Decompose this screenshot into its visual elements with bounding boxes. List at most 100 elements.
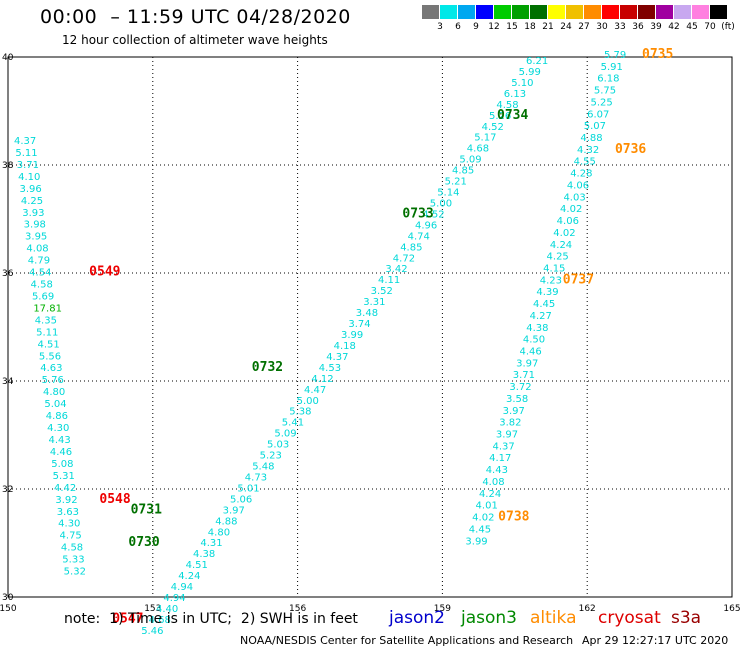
pass-time-label: 0732 xyxy=(252,360,283,375)
wave-height-value: 4.86 xyxy=(46,411,68,422)
color-scale-label: 33 xyxy=(614,22,626,32)
color-swatch xyxy=(494,5,511,19)
color-swatch xyxy=(548,5,565,19)
color-scale-label: 42 xyxy=(668,22,680,32)
wave-height-value: 5.31 xyxy=(53,471,75,482)
color-swatch xyxy=(422,5,439,19)
legend-jason2: jason2 xyxy=(389,608,445,628)
wave-height-value: 5.09 xyxy=(459,155,481,166)
track-altika: 5.795.916.185.755.256.075.074.884.324.55… xyxy=(465,50,626,547)
color-scale-label: (ft) xyxy=(721,22,735,32)
wave-height-value: 5.99 xyxy=(519,67,541,78)
wave-height-value: 4.58 xyxy=(496,100,518,111)
wave-height-value: 3.74 xyxy=(348,319,370,330)
wave-height-value: 3.52 xyxy=(371,286,393,297)
wave-height-value: 4.52 xyxy=(422,209,444,220)
wave-height-value: 3.58 xyxy=(506,394,528,405)
wave-height-value: 4.80 xyxy=(208,527,230,538)
color-swatch xyxy=(476,5,493,19)
wave-height-value: 3.63 xyxy=(57,507,79,518)
wave-height-value: 4.85 xyxy=(400,242,422,253)
x-tick-label: 156 xyxy=(289,604,306,614)
pass-time-label: 0737 xyxy=(563,272,594,287)
page-subtitle: 12 hour collection of altimeter wave hei… xyxy=(62,33,328,47)
wave-height-value: 5.06 xyxy=(230,494,252,505)
pass-time-label: 0735 xyxy=(642,47,673,62)
wave-height-value: 4.32 xyxy=(577,145,599,156)
wave-height-value: 4.18 xyxy=(334,341,356,352)
wave-height-value: 4.51 xyxy=(186,560,208,571)
footer-timestamp: Apr 29 12:27:17 UTC 2020 xyxy=(582,634,729,647)
wave-height-value: 4.43 xyxy=(486,465,508,476)
wave-height-value: 4.46 xyxy=(50,447,72,458)
color-scale-label: 15 xyxy=(506,22,518,32)
wave-height-value: 4.58 xyxy=(61,543,83,554)
wave-height-value: 5.01 xyxy=(237,483,259,494)
wave-height-value: 5.00 xyxy=(430,198,452,209)
x-tick-label: 162 xyxy=(579,604,596,614)
color-swatch xyxy=(440,5,457,19)
wave-height-value: 4.43 xyxy=(49,435,71,446)
wave-height-value: 4.12 xyxy=(311,374,333,385)
pass-time-label: 0730 xyxy=(128,535,159,550)
wave-height-value: 5.25 xyxy=(590,97,612,108)
wave-height-value: 4.47 xyxy=(304,385,326,396)
pass-time-labels: 0549 0548 0547 0734 0733 0732 0731 0730 0735 0736… xyxy=(89,47,673,626)
color-scale-label: 27 xyxy=(578,22,590,32)
color-scale-label: 30 xyxy=(596,22,608,32)
pass-time-label: 0736 xyxy=(615,142,646,157)
wave-height-value: 5.46 xyxy=(141,626,163,637)
color-scale-label: 45 xyxy=(686,22,698,32)
wave-height-value: 3.97 xyxy=(496,430,518,441)
x-tick-label: 165 xyxy=(723,604,740,614)
legend-note: note: 1) Time is in UTC; 2) SWH is in fe… xyxy=(64,611,358,627)
wave-height-value: 4.10 xyxy=(18,172,40,183)
color-swatch xyxy=(692,5,709,19)
color-scale-label: 6 xyxy=(455,22,461,32)
color-swatch xyxy=(638,5,655,19)
wave-height-value: 4.24 xyxy=(178,571,200,582)
wave-height-value: 5.79 xyxy=(604,50,626,61)
wave-height-value: 4.28 xyxy=(570,169,592,180)
wave-height-value: 4.58 xyxy=(31,280,53,291)
color-swatch xyxy=(656,5,673,19)
wave-height-value: 5.08 xyxy=(51,459,73,470)
wave-height-value: 4.37 xyxy=(326,352,348,363)
color-scale-label: 24 xyxy=(560,22,572,32)
wave-height-value: 4.80 xyxy=(43,387,65,398)
wave-height-value: 4.55 xyxy=(574,157,596,168)
wave-height-value: 3.72 xyxy=(509,382,531,393)
wave-height-value: 6.18 xyxy=(597,74,619,85)
color-scale-label: 70 xyxy=(704,22,716,32)
wave-height-value: 5.11 xyxy=(15,148,37,159)
axis-ticks: 150 153 156 159 162 165 40 38 36 34 32 30 xyxy=(0,53,740,614)
wave-height-value: 3.99 xyxy=(341,330,363,341)
wave-height-value: 5.48 xyxy=(252,462,274,473)
y-tick-label: 34 xyxy=(2,377,14,387)
wave-height-value: 5.09 xyxy=(274,429,296,440)
wave-height-value: 4.73 xyxy=(245,472,267,483)
color-scale-label: 3 xyxy=(437,22,443,32)
wave-height-value: 4.02 xyxy=(560,204,582,215)
wave-height-value: 5.38 xyxy=(289,407,311,418)
wave-height-value: 4.37 xyxy=(492,441,514,452)
wave-height-value: 4.02 xyxy=(472,513,494,524)
color-scale-label: 12 xyxy=(488,22,500,32)
wave-height-value: 4.25 xyxy=(21,196,43,207)
wave-height-value: 4.27 xyxy=(530,311,552,322)
wave-height-value: 3.97 xyxy=(503,406,525,417)
wave-height-values: 4.375.113.714.103.964.253.933.983.954.08… xyxy=(14,50,626,637)
y-tick-label: 38 xyxy=(2,161,14,171)
pass-time-label: 0733 xyxy=(402,206,433,221)
pass-time-label: 0731 xyxy=(131,502,162,517)
wave-height-value: 4.15 xyxy=(543,263,565,274)
wave-height-value: 3.97 xyxy=(516,358,538,369)
wave-height-value: 3.98 xyxy=(24,220,46,231)
wave-height-value: 4.94 xyxy=(171,582,193,593)
color-scale-label: 21 xyxy=(542,22,554,32)
wave-height-value: 3.93 xyxy=(22,208,44,219)
wave-height-value: 5.07 xyxy=(584,121,606,132)
color-swatch xyxy=(674,5,691,19)
wave-height-value: 4.68 xyxy=(467,144,489,155)
wave-height-value: 4.30 xyxy=(58,519,80,530)
